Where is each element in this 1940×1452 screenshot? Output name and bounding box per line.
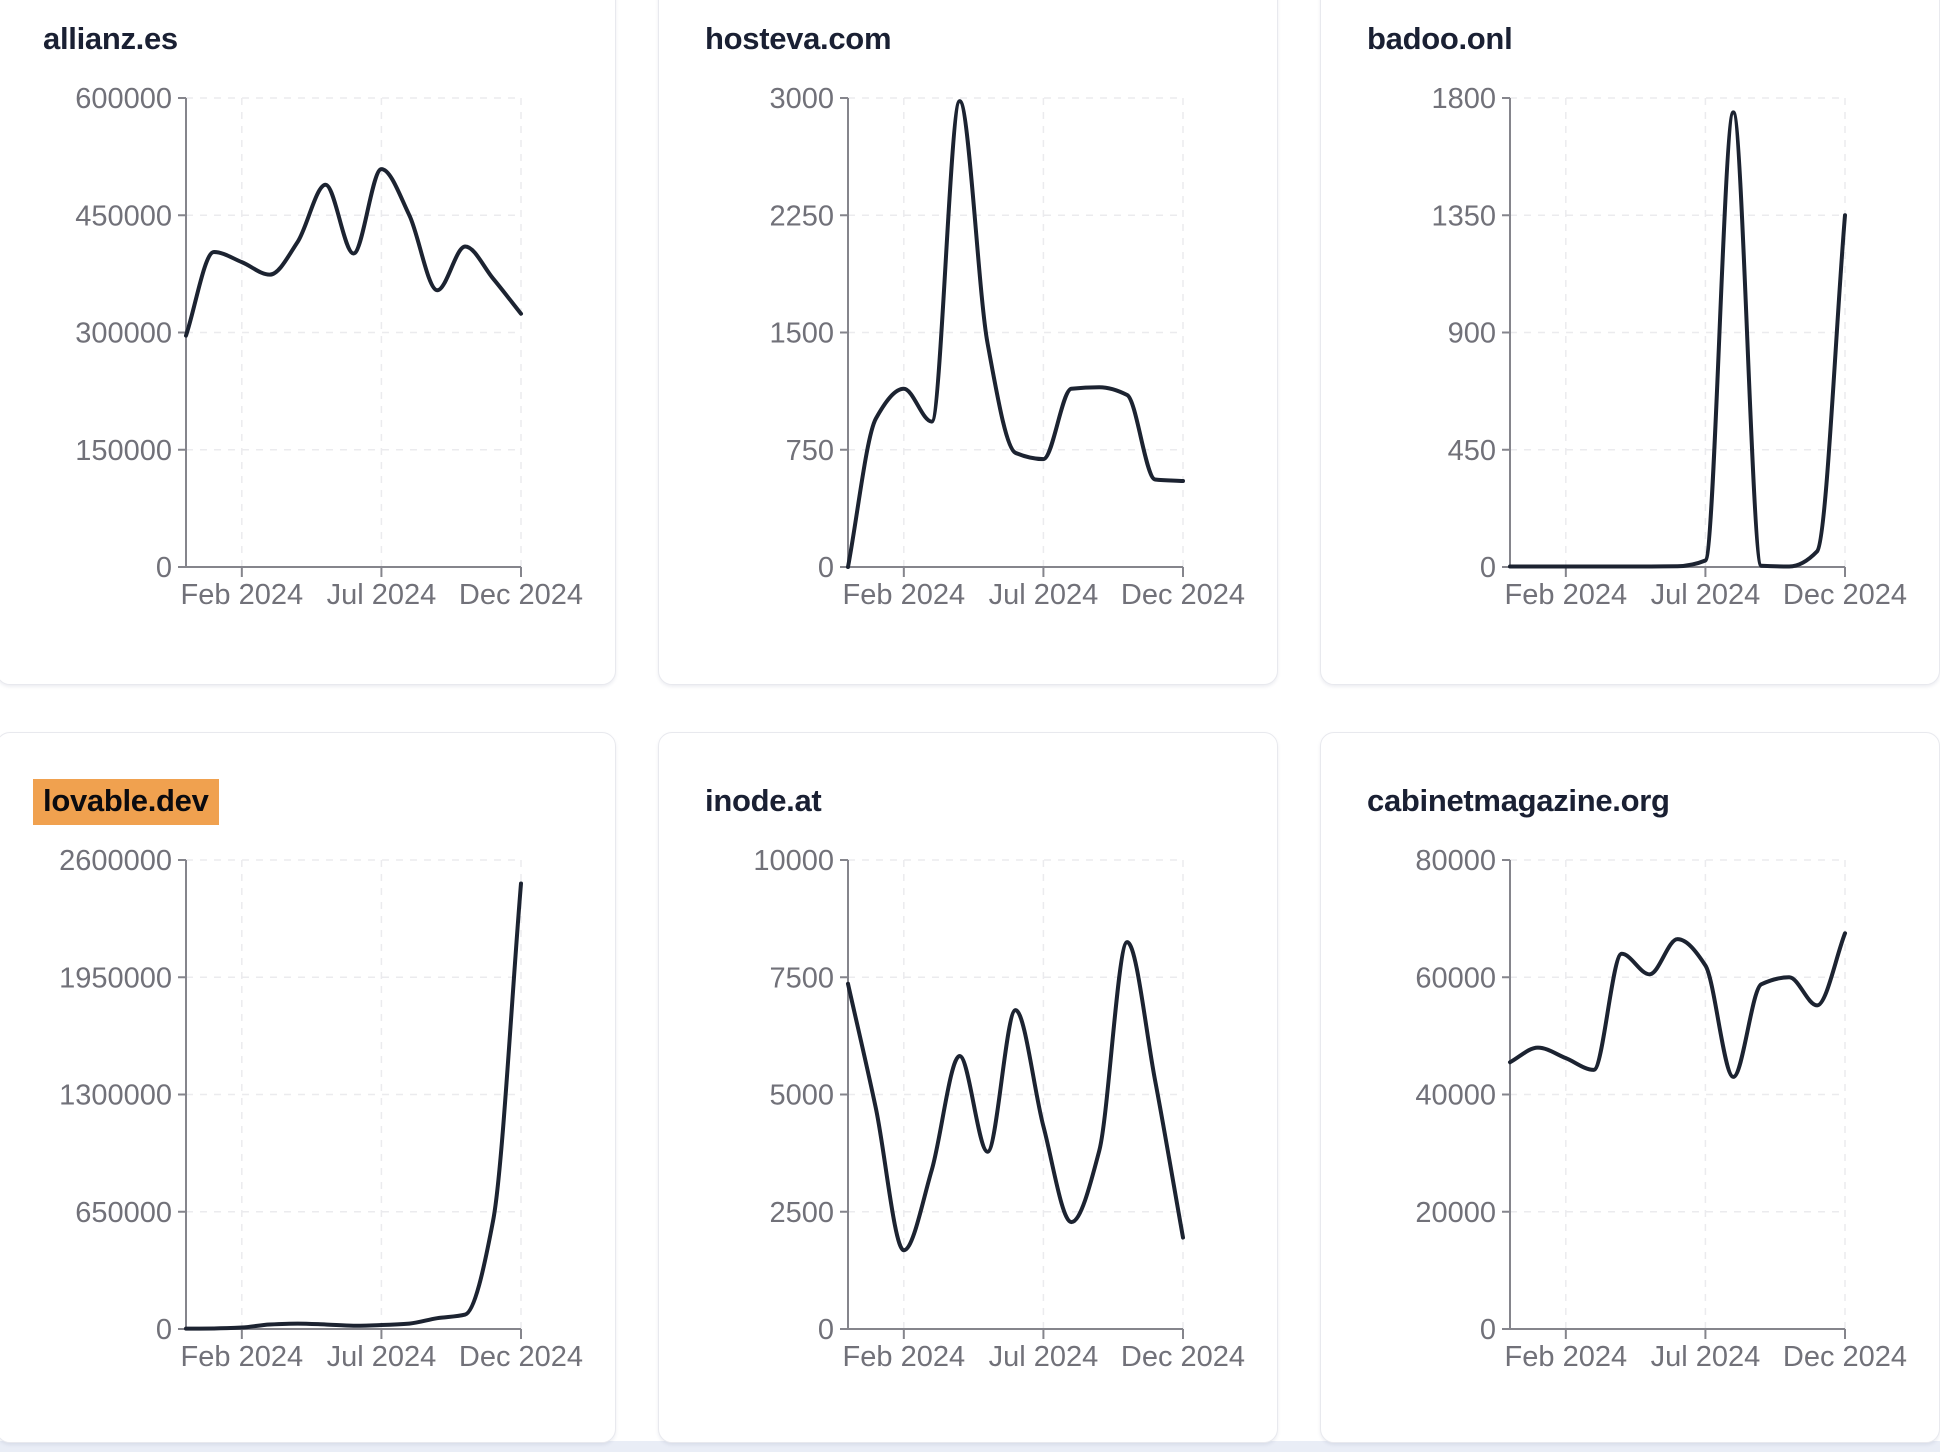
y-axis-tick-label: 150000	[75, 435, 172, 467]
chart-card: badoo.onl 0 450 900 1350 1800 Feb 2024 Jul 2024…	[1320, 0, 1940, 685]
x-axis-tick-label: Dec 2024	[1121, 1341, 1245, 1373]
chart-card: lovable.dev 0 650000 1300000 1950000 2600000 F…	[0, 732, 616, 1443]
y-axis-tick-label: 2500	[769, 1197, 834, 1229]
y-axis-tick-label: 10000	[753, 845, 834, 877]
x-axis-tick-label: Jul 2024	[989, 579, 1099, 611]
y-axis-tick-label: 1350	[1431, 200, 1496, 232]
line-chart[interactable]: 0 650000 1300000 1950000 2600000 Feb 2024 Jul …	[0, 733, 617, 1393]
chart-title: allianz.es	[43, 21, 178, 57]
line-chart[interactable]: 0 20000 40000 60000 80000 Feb 2024 Jul 2024 Dec…	[1321, 733, 1940, 1393]
chart-title-text: badoo.onl	[1367, 21, 1513, 56]
x-axis-tick-label: Dec 2024	[459, 579, 583, 611]
y-axis-tick-label: 650000	[75, 1197, 172, 1229]
x-axis-tick-label: Feb 2024	[181, 579, 304, 611]
line-chart[interactable]: 0 750 1500 2250 3000 Feb 2024 Jul 2024 Dec 2024	[659, 0, 1279, 631]
y-axis-tick-label: 0	[156, 552, 172, 584]
page-bottom-strip	[0, 1441, 1940, 1452]
x-axis-tick-label: Jul 2024	[1651, 1341, 1761, 1373]
chart-title-text: cabinetmagazine.org	[1367, 783, 1670, 818]
trend-line	[184, 881, 523, 1331]
chart-title-text: inode.at	[705, 783, 822, 818]
y-axis-tick-label: 5000	[769, 1080, 834, 1112]
chart-title: lovable.dev	[33, 779, 219, 825]
x-axis-tick-label: Dec 2024	[1783, 1341, 1907, 1373]
x-axis-tick-label: Jul 2024	[327, 1341, 437, 1373]
y-axis-tick-label: 0	[818, 552, 834, 584]
x-axis-tick-label: Feb 2024	[1505, 579, 1628, 611]
trend-line	[1508, 931, 1847, 1079]
y-axis-tick-label: 60000	[1415, 962, 1496, 994]
chart-card: inode.at 0 2500 5000 7500 10000 Feb 2024 Jul 20…	[658, 732, 1278, 1443]
y-axis-tick-label: 0	[1480, 552, 1496, 584]
trend-line	[846, 940, 1185, 1253]
chart-title-text: allianz.es	[43, 21, 178, 56]
y-axis-tick-label: 20000	[1415, 1197, 1496, 1229]
y-axis-tick-label: 7500	[769, 962, 834, 994]
line-chart[interactable]: 0 150000 300000 450000 600000 Feb 2024 Jul 202…	[0, 0, 617, 631]
y-axis-tick-label: 3000	[769, 83, 834, 115]
y-axis-tick-label: 80000	[1415, 845, 1496, 877]
x-axis-tick-label: Feb 2024	[843, 579, 966, 611]
y-axis-tick-label: 0	[156, 1314, 172, 1346]
chart-card: allianz.es 0 150000 300000 450000 600000 Feb 2…	[0, 0, 616, 685]
chart-card: cabinetmagazine.org 0 20000 40000 60000 80000…	[1320, 732, 1940, 1443]
x-axis-tick-label: Jul 2024	[327, 579, 437, 611]
y-axis-tick-label: 2250	[769, 200, 834, 232]
x-axis-tick-label: Dec 2024	[1121, 579, 1245, 611]
y-axis-tick-label: 900	[1448, 318, 1496, 350]
trend-line	[1508, 110, 1847, 569]
chart-title: hosteva.com	[705, 21, 892, 57]
x-axis-tick-label: Jul 2024	[1651, 579, 1761, 611]
chart-title: inode.at	[705, 783, 822, 819]
y-axis-tick-label: 0	[818, 1314, 834, 1346]
y-axis-tick-label: 1950000	[59, 962, 172, 994]
x-axis-tick-label: Feb 2024	[1505, 1341, 1628, 1373]
trend-line	[846, 99, 1185, 569]
y-axis-tick-label: 2600000	[59, 845, 172, 877]
y-axis-tick-label: 450	[1448, 435, 1496, 467]
chart-title: badoo.onl	[1367, 21, 1513, 57]
y-axis-tick-label: 600000	[75, 83, 172, 115]
y-axis-tick-label: 750	[786, 435, 834, 467]
line-chart[interactable]: 0 2500 5000 7500 10000 Feb 2024 Jul 2024 Dec 20…	[659, 733, 1279, 1393]
line-chart[interactable]: 0 450 900 1350 1800 Feb 2024 Jul 2024 Dec 2024	[1321, 0, 1940, 631]
x-axis-tick-label: Jul 2024	[989, 1341, 1099, 1373]
chart-title-text: hosteva.com	[705, 21, 892, 56]
chart-title: cabinetmagazine.org	[1367, 783, 1670, 819]
x-axis-tick-label: Dec 2024	[1783, 579, 1907, 611]
y-axis-tick-label: 1800	[1431, 83, 1496, 115]
y-axis-tick-label: 450000	[75, 200, 172, 232]
y-axis-tick-label: 40000	[1415, 1080, 1496, 1112]
y-axis-tick-label: 300000	[75, 318, 172, 350]
y-axis-tick-label: 1500	[769, 318, 834, 350]
chart-card: hosteva.com 0 750 1500 2250 3000 Feb 2024 Jul 2…	[658, 0, 1278, 685]
x-axis-tick-label: Dec 2024	[459, 1341, 583, 1373]
x-axis-tick-label: Feb 2024	[181, 1341, 304, 1373]
chart-title-text-highlighted: lovable.dev	[33, 779, 219, 825]
trend-line	[184, 167, 523, 338]
x-axis-tick-label: Feb 2024	[843, 1341, 966, 1373]
y-axis-tick-label: 1300000	[59, 1080, 172, 1112]
y-axis-tick-label: 0	[1480, 1314, 1496, 1346]
